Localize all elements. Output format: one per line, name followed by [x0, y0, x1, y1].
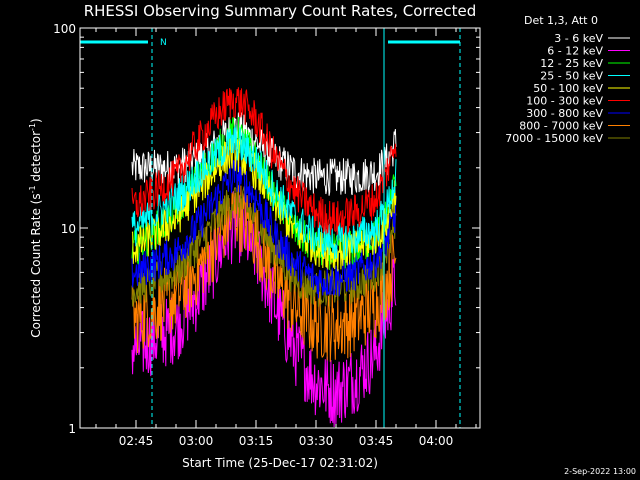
series-line-25-50-keV [131, 124, 397, 260]
flag-label: N [160, 38, 167, 48]
y-tick-label-10: 10 [61, 222, 76, 236]
x-tick-label-0245: 02:45 [119, 434, 154, 448]
legend-label-800-7000-keV: 800 - 7000 keV [519, 120, 603, 133]
timestamp: 2-Sep-2022 13:00 [564, 467, 636, 476]
series-line-100-300-keV [131, 87, 397, 236]
legend-label-6-12-keV: 6 - 12 keV [547, 45, 603, 58]
axis-layer: 1 10 100 02:45 03:00 03:15 03:30 03:45 04:00 [53, 22, 480, 448]
legend-label-300-800-keV: 300 - 800 keV [526, 107, 603, 120]
legend-label-100-300-keV: 100 - 300 keV [526, 95, 603, 108]
x-tick-label-0400: 04:00 [419, 434, 454, 448]
y-tick-label-1: 1 [68, 422, 76, 436]
legend-label-25-50-keV: 25 - 50 keV [540, 70, 603, 83]
legend-label-3-6-keV: 3 - 6 keV [554, 32, 603, 45]
series-line-300-800-keV [131, 156, 397, 299]
chart-title: RHESSI Observing Summary Count Rates, Co… [84, 2, 477, 20]
x-tick-label-0300: 03:00 [179, 434, 214, 448]
legend-label-50-100-keV: 50 - 100 keV [533, 82, 603, 95]
legend-title: Det 1,3, Att 0 [524, 14, 598, 27]
legend-label-7000-15000-keV: 7000 - 15000 keV [505, 132, 603, 145]
series-layer [131, 87, 397, 428]
legend-label-12-25-keV: 12 - 25 keV [540, 57, 603, 70]
x-tick-label-0330: 03:30 [299, 434, 334, 448]
x-tick-label-0315: 03:15 [239, 434, 274, 448]
y-tick-label-100: 100 [53, 22, 76, 36]
x-tick-label-0345: 03:45 [359, 434, 394, 448]
series-line-6-12-keV [131, 190, 397, 428]
x-axis-label: Start Time (25-Dec-17 02:31:02) [182, 456, 378, 470]
y-axis-label: Corrected Count Rate (s-1 detector-1) [28, 118, 43, 337]
